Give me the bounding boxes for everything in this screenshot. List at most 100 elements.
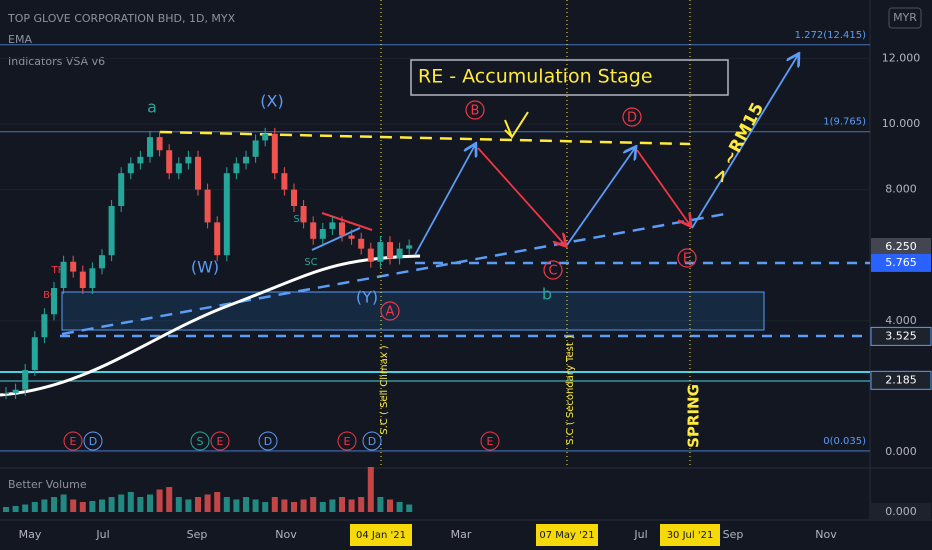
volume-bar — [387, 499, 393, 512]
candle — [118, 173, 125, 206]
volume-bar — [118, 494, 125, 512]
box-title: RE - Accumulation Stage — [418, 66, 653, 88]
projection-arrow — [691, 55, 798, 229]
grid-layer — [0, 44, 870, 453]
volume-bar — [22, 504, 29, 512]
point-circle — [465, 100, 485, 120]
event-markers: E D S E D E D E — [63, 431, 500, 451]
price-tick-label: 8.000 — [885, 183, 917, 196]
price-tag-label: 6.250 — [885, 240, 917, 253]
currency-label[interactable]: MYR — [893, 11, 917, 24]
date-highlight-label: 04 Jan '21 — [356, 530, 406, 541]
price-tag — [870, 370, 932, 390]
currency-button[interactable] — [888, 7, 922, 29]
dashed-resistance — [159, 130, 691, 146]
volume-tag — [871, 503, 931, 521]
symbol-title: TOP GLOVE CORPORATION BHD, 1D, MYX — [7, 12, 236, 25]
volume-bar — [175, 497, 182, 512]
event-circle — [63, 431, 83, 451]
candle — [79, 271, 86, 288]
price-tag-label: 3.525 — [885, 329, 917, 342]
candle — [204, 189, 211, 223]
candle — [22, 370, 29, 390]
event-label: S — [197, 435, 204, 448]
wave-label: a — [147, 98, 157, 117]
time-label: Sep — [723, 528, 744, 541]
candle — [3, 392, 9, 394]
candle — [271, 133, 278, 174]
volume-bar — [147, 494, 153, 512]
time-label: May — [19, 528, 42, 541]
candle — [70, 261, 77, 272]
event-label: E — [487, 435, 494, 448]
candle — [377, 242, 384, 262]
time-label: Mar — [451, 528, 472, 541]
price-tick-label: 0.000 — [885, 445, 917, 458]
volume-bar — [127, 492, 134, 512]
candle — [387, 242, 393, 259]
volume-bar — [195, 497, 201, 512]
volume-bar — [291, 502, 297, 512]
candle — [137, 156, 144, 164]
event-label: E — [70, 435, 77, 448]
volume-bar — [99, 499, 105, 512]
fib-label: 0(0.035) — [823, 436, 866, 447]
indicator-label: Indicators VSA v6 — [8, 55, 105, 68]
candle — [367, 248, 374, 262]
volume-bar — [156, 489, 163, 512]
volume-bar — [358, 497, 365, 512]
candle — [329, 222, 336, 229]
volume-bar — [51, 497, 57, 512]
range-box — [61, 291, 765, 331]
event-label: D — [368, 435, 376, 448]
candle — [243, 156, 249, 164]
candle — [166, 150, 173, 174]
point-circle — [622, 107, 642, 127]
candle — [319, 228, 326, 239]
secondary-test-label: S.C ( Secondary Test ) — [565, 335, 576, 445]
volume-bar — [300, 499, 307, 512]
date-highlight-label: 07 May '21 — [539, 530, 594, 541]
price-tag — [871, 238, 931, 256]
volume-bar — [31, 502, 38, 512]
volume-bar — [310, 497, 317, 512]
point-circle — [677, 248, 697, 268]
point-label: C — [548, 264, 557, 279]
volume-bar — [214, 492, 221, 512]
volume-title: Better Volume — [8, 478, 87, 491]
volume-bar — [89, 501, 96, 512]
candle — [60, 261, 67, 288]
volume-bar — [3, 507, 9, 512]
candle — [406, 245, 413, 249]
title-box — [410, 59, 729, 96]
event-circle — [480, 431, 500, 451]
time-label: Jul — [633, 528, 647, 541]
volume-bar — [243, 497, 249, 512]
ema-line — [0, 254, 421, 397]
trend-line — [321, 212, 373, 231]
volume-bar — [319, 502, 326, 512]
projection-arrow — [636, 149, 690, 225]
vsa-label: SC — [293, 214, 306, 225]
volume-bar — [262, 502, 269, 512]
volume-bar — [396, 502, 403, 512]
dashed-trendline — [61, 212, 726, 336]
volume-bar — [12, 506, 19, 512]
event-circle — [258, 431, 278, 451]
candle — [108, 206, 115, 256]
projection-arrow — [477, 147, 565, 245]
volume-bar — [377, 497, 384, 512]
candle — [281, 173, 288, 190]
price-tag-label: 5.765 — [885, 256, 917, 269]
point-circle — [543, 260, 563, 280]
event-label: E — [344, 435, 351, 448]
candle — [89, 268, 96, 288]
candle — [396, 248, 403, 259]
price-tag-label: 2.185 — [885, 373, 917, 386]
price-tag — [871, 253, 931, 272]
vsa-label: TR — [50, 265, 64, 276]
candle — [252, 140, 259, 157]
candle — [185, 156, 192, 164]
vsa-label: SC — [304, 257, 317, 268]
